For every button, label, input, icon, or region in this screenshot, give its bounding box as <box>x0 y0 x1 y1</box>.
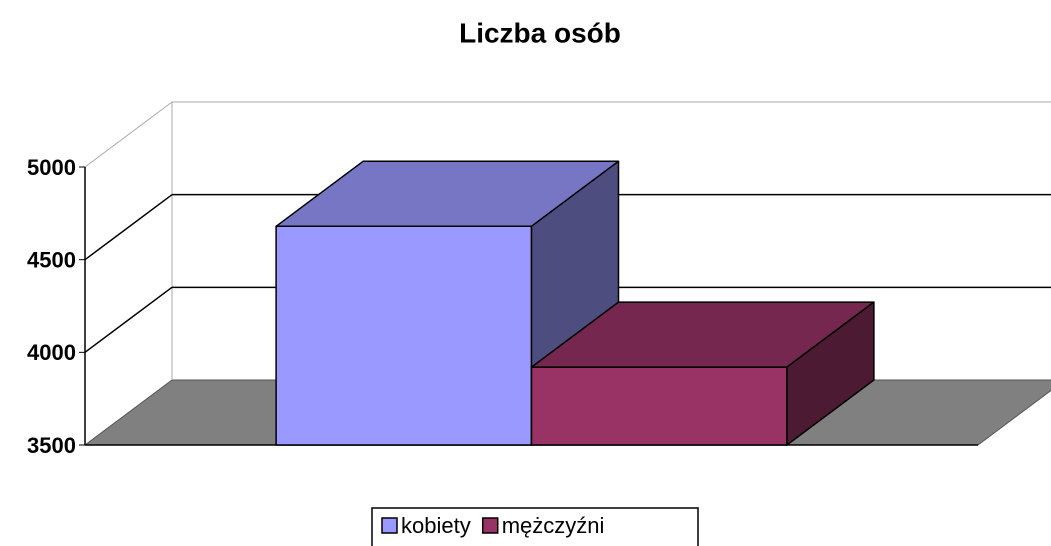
bar <box>530 301 875 446</box>
bar <box>275 160 620 446</box>
y-tick-label: 4000 <box>27 340 76 365</box>
legend-label: mężczyźni <box>502 513 605 538</box>
legend-box <box>371 507 699 546</box>
chart-title: Liczba osób <box>459 17 621 48</box>
bar-front <box>275 225 533 446</box>
y-tick-label: 4500 <box>27 247 76 272</box>
y-tick-label: 3500 <box>27 433 76 458</box>
grid-line <box>84 194 173 261</box>
bar-side <box>786 301 875 446</box>
legend-swatch <box>381 517 398 534</box>
legend-label: kobiety <box>401 513 471 538</box>
grid-line <box>84 286 173 353</box>
y-tick-label: 5000 <box>27 155 76 180</box>
wall-edge <box>84 101 173 168</box>
bar-front <box>530 366 788 446</box>
legend-swatch <box>481 517 499 534</box>
